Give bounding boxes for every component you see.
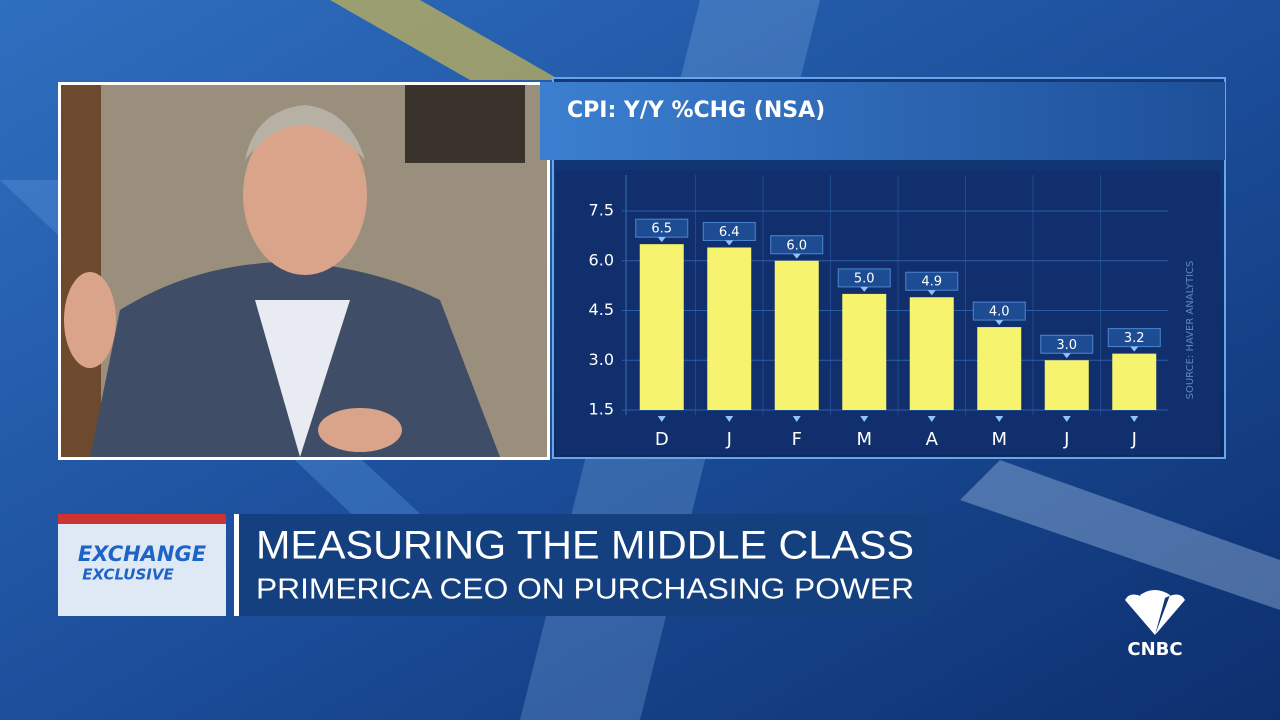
value-label-pointer [725, 240, 734, 246]
x-tick-label: J [726, 429, 732, 450]
value-label-pointer [860, 286, 869, 292]
network-logo [1125, 590, 1185, 635]
bar [1112, 353, 1157, 410]
x-tick-marker [725, 416, 734, 422]
value-label-pointer [1062, 353, 1071, 359]
value-label: 3.0 [1056, 338, 1077, 353]
chart: 1.5 3.0 4.5 6.0 7.5 D 6.5 J 6.4 F 6.0 M 5.0 A 4.9 M 4.0 J… [589, 175, 1168, 450]
chart-source: SOURCE: HAVER ANALYTICS [1185, 261, 1196, 400]
badge-line2: EXCLUSIVE [82, 566, 174, 584]
bar [842, 293, 887, 410]
chart-title: CPI: Y/Y %CHG (NSA) [567, 98, 825, 123]
network: CNBC [1127, 639, 1182, 660]
video-door [61, 85, 101, 457]
value-label-pointer [657, 237, 666, 243]
value-label: 6.5 [651, 222, 672, 237]
bar [707, 247, 752, 410]
value-label: 6.4 [719, 225, 740, 240]
stripe [330, 0, 560, 80]
person-head [243, 115, 367, 275]
lower-third [234, 514, 930, 616]
value-label: 5.0 [854, 271, 875, 286]
headline: MEASURING THE MIDDLE CLASS [256, 524, 914, 568]
person-hair [245, 105, 365, 160]
x-tick-marker [860, 416, 869, 422]
x-tick-label: F [792, 429, 802, 450]
value-label: 3.2 [1124, 331, 1145, 346]
x-tick-label: D [655, 429, 669, 450]
x-tick-label: M [856, 429, 872, 450]
value-label: 4.9 [921, 275, 942, 290]
x-tick-marker [1130, 416, 1139, 422]
person-shirt [255, 300, 350, 457]
x-tick-marker [995, 416, 1004, 422]
value-label: 6.0 [786, 238, 807, 253]
stripe [960, 460, 1280, 610]
person-hand [64, 272, 116, 368]
bar [1044, 360, 1089, 410]
x-tick-label: A [926, 429, 939, 450]
value-label-pointer [792, 253, 801, 259]
subheadline: PRIMERICA CEO ON PURCHASING POWER [256, 574, 914, 606]
x-tick-label: J [1131, 429, 1137, 450]
value-label-pointer [927, 290, 936, 296]
bar [909, 297, 954, 410]
x-tick-marker [657, 416, 666, 422]
x-tick-marker [1062, 416, 1071, 422]
value-label: 4.0 [989, 305, 1010, 320]
video-picture [405, 85, 525, 163]
badge-stripe [58, 514, 226, 524]
y-tick-label: 1.5 [589, 400, 614, 419]
lower-third-edge [234, 514, 239, 616]
x-tick-marker [927, 416, 936, 422]
value-label-pointer [995, 320, 1004, 326]
y-tick-label: 4.5 [589, 300, 614, 319]
y-tick-label: 7.5 [589, 201, 614, 220]
x-tick-label: M [991, 429, 1007, 450]
badge-line1: EXCHANGE [78, 542, 207, 566]
value-label-pointer [1130, 346, 1139, 352]
bar [774, 260, 819, 410]
x-tick-label: J [1063, 429, 1069, 450]
y-tick-label: 3.0 [589, 350, 614, 369]
x-tick-marker [792, 416, 801, 422]
person-hand [318, 408, 402, 452]
badge [58, 514, 226, 616]
chart-title-band [540, 82, 1225, 160]
y-tick-label: 6.0 [589, 250, 614, 269]
bar [977, 327, 1022, 410]
bar [639, 244, 684, 410]
